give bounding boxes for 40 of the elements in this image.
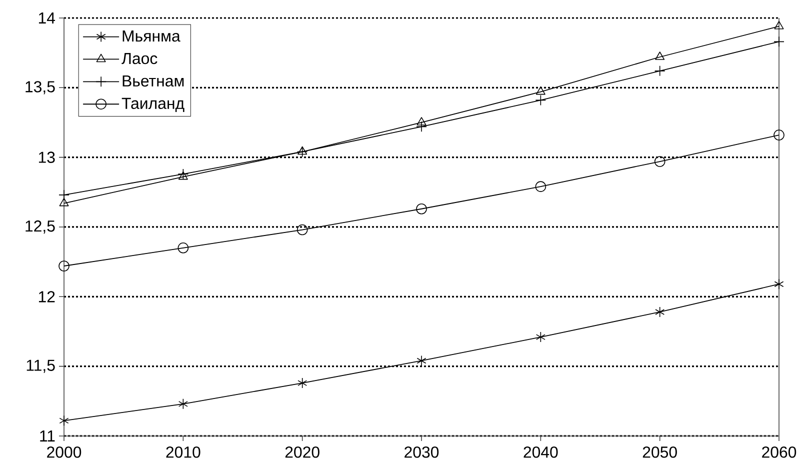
x-tick-label: 2060 (762, 446, 796, 458)
y-tick-label: 12,5 (26, 220, 55, 234)
legend-label: Лаос (122, 52, 158, 64)
point (654, 66, 666, 76)
x-tick-label: 2020 (285, 446, 320, 458)
point (535, 94, 546, 106)
point (774, 20, 784, 30)
point (178, 242, 189, 254)
point (536, 332, 546, 342)
point (296, 224, 308, 236)
y-tick-label: 13 (38, 152, 55, 163)
point (58, 260, 70, 272)
point (655, 306, 665, 318)
point (654, 156, 666, 167)
point (298, 378, 308, 388)
point (178, 398, 188, 410)
point (535, 181, 546, 192)
point (536, 86, 546, 95)
point (774, 130, 784, 140)
point (298, 146, 308, 155)
legend-label: Мьянма (122, 30, 180, 42)
point (774, 278, 784, 290)
y-tick-label: 12 (38, 291, 55, 302)
x-tick-label: 2040 (524, 446, 558, 458)
point (416, 355, 426, 366)
point (178, 171, 188, 180)
y-tick-label: 13,5 (26, 81, 55, 94)
legend-label: Вьетнам (122, 75, 184, 87)
point (416, 117, 426, 126)
x-tick-label: 2050 (642, 446, 677, 458)
legend-label: Таиланд (122, 98, 184, 112)
x-tick-label: 2000 (47, 446, 82, 458)
x-tick-label: 2030 (404, 446, 439, 458)
y-tick-label: 11 (40, 430, 55, 442)
point (655, 52, 665, 60)
x-tick-label: 2010 (166, 446, 200, 458)
point (416, 203, 427, 214)
y-tick-label: 11,5 (26, 360, 55, 373)
y-tick-label: 14 (38, 12, 56, 24)
point (59, 415, 69, 426)
